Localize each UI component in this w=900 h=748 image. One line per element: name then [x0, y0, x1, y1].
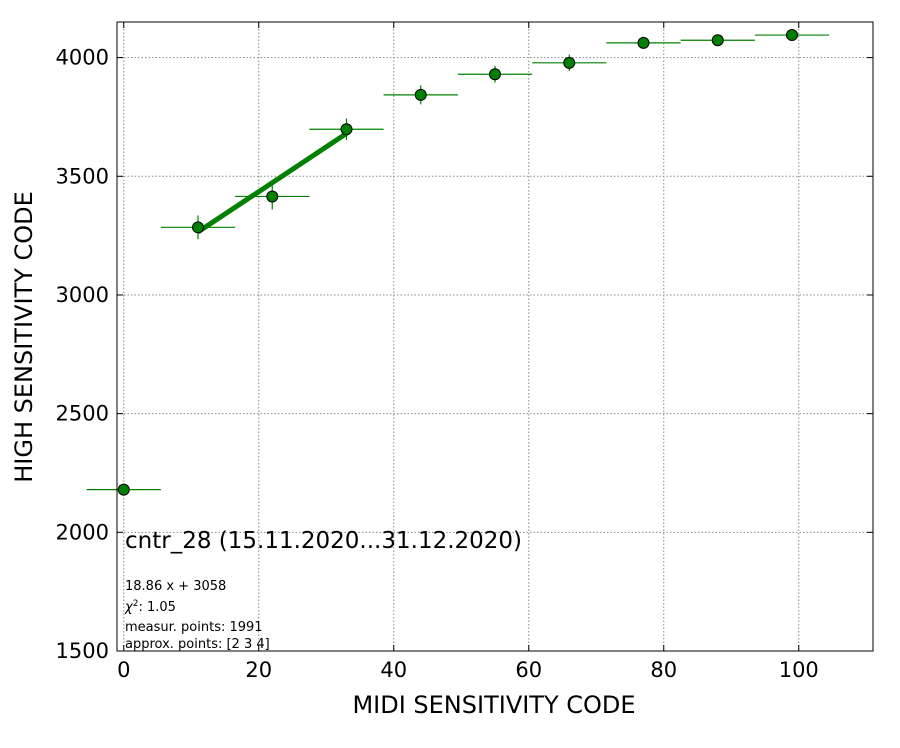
fit-layer	[196, 131, 348, 235]
chi2-value: : 1.05	[138, 600, 175, 615]
data-point	[414, 88, 427, 101]
data-point	[340, 123, 353, 136]
chi-symbol: χ	[124, 600, 134, 615]
annotation-measur-points: measur. points: 1991	[125, 620, 263, 635]
y-tick-label: 1500	[56, 639, 109, 663]
fit-line	[196, 131, 348, 235]
data-point	[711, 34, 724, 47]
data-point	[563, 56, 576, 69]
x-axis-title: MIDI SENSITIVITY CODE	[352, 691, 635, 719]
y-tick-label: 3500	[56, 164, 109, 188]
x-tick-label: 60	[515, 658, 542, 682]
x-tick-label: 40	[380, 658, 407, 682]
x-tick-labels: 0 20 40 60 80 100	[117, 658, 819, 682]
x-tick-label: 20	[245, 658, 272, 682]
y-axis-title: HIGH SENSITIVITY CODE	[10, 191, 38, 483]
data-points	[117, 29, 798, 496]
annotation-title: cntr_28 (15.11.2020...31.12.2020)	[125, 528, 522, 554]
y-tick-label: 4000	[56, 46, 109, 70]
chi-exponent: 2	[133, 599, 139, 609]
annotation-approx-points: approx. points: [2 3 4]	[125, 637, 270, 652]
x-tick-label: 100	[779, 658, 819, 682]
y-tick-label: 3000	[56, 283, 109, 307]
annotation-chi2: χ2: 1.05	[124, 599, 176, 615]
plot-frame	[116, 21, 874, 652]
y-tick-labels: 1500 2000 2500 3000 3500 4000	[56, 46, 109, 663]
y-tick-label: 2000	[56, 520, 109, 544]
data-point	[192, 221, 204, 234]
data-point	[786, 29, 798, 42]
x-tick-label: 80	[650, 658, 677, 682]
x-tick-label: 0	[117, 658, 130, 682]
data-point	[266, 190, 279, 203]
error-bars	[86, 31, 830, 491]
axis-ticks	[117, 22, 873, 652]
data-point	[489, 68, 501, 81]
data-point	[637, 36, 650, 49]
y-tick-label: 2500	[56, 402, 109, 426]
annotation-equation: 18.86 x + 3058	[125, 579, 226, 594]
data-point	[117, 483, 130, 496]
grid-lines	[117, 22, 873, 652]
